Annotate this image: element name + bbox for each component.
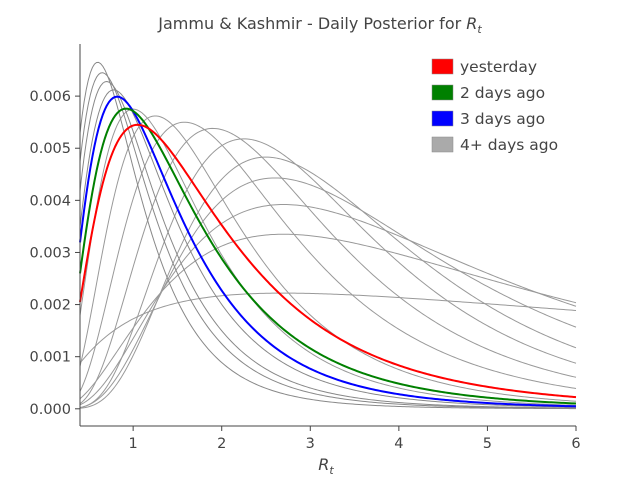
legend-label: yesterday [460,58,537,76]
x-tick-label: 1 [129,436,138,452]
legend-swatch [431,58,454,75]
legend-label: 2 days ago [460,84,545,102]
x-axis-subscript: t [329,464,334,477]
x-ticks: 1 2 3 4 5 6 [129,426,581,452]
y-tick-label: 0.006 [29,89,71,105]
y-tick-label: 0.004 [29,193,71,209]
series-line-history-13 [79,89,577,408]
series-line-history-1 [79,233,577,400]
series-line-2-days-ago [79,107,577,405]
series-line-history-8 [79,115,577,402]
series-line-history-10 [79,61,576,410]
x-axis-symbol: R [318,455,329,474]
series-line-history-7 [79,121,577,392]
chart-title: Jammu & Kashmir - Daily Posterior for Rt [157,14,482,36]
x-tick-label: 4 [394,436,403,452]
x-tick-label: 2 [217,436,226,452]
y-tick-label: 0.005 [29,141,71,157]
series-line-history-5 [79,138,577,409]
y-ticks: 0.000 0.001 0.002 0.003 0.004 0.005 0.006 [29,89,80,418]
series-line-history-3 [79,177,577,409]
legend-swatch [431,84,454,101]
legend-swatch [431,110,454,127]
x-axis-label: Rt [318,455,334,477]
legend-swatch [431,136,454,153]
x-tick-label: 5 [483,436,492,452]
legend: yesterday 2 days ago 3 days ago 4+ days ago [431,58,558,154]
title-symbol: R [466,14,477,33]
series-line-yesterday [79,123,577,399]
legend-label: 3 days ago [460,110,545,128]
y-tick-label: 0.003 [29,245,71,261]
title-subscript: t [477,23,482,36]
legend-label: 4+ days ago [460,136,558,154]
series-line-history-12 [79,81,577,409]
x-tick-label: 6 [571,436,580,452]
y-tick-label: 0.001 [29,350,71,366]
y-tick-label: 0.002 [29,298,71,314]
y-tick-label: 0.000 [29,402,71,418]
series-line-history-0 [79,292,577,364]
series-line-3-days-ago [79,95,577,408]
x-tick-label: 3 [306,436,315,452]
series-line-history-4 [79,156,577,409]
series-layer [79,61,577,410]
series-line-history-11 [79,72,577,409]
series-line-history-6 [79,127,577,405]
